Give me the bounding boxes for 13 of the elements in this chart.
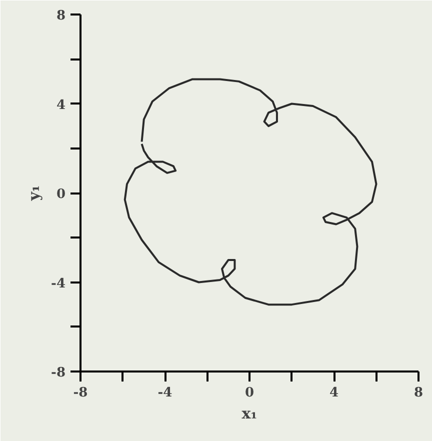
y-tick-label: -4 bbox=[51, 276, 66, 292]
y-axis-title: y₁ bbox=[25, 185, 44, 202]
x-tick-label: -8 bbox=[73, 386, 88, 400]
x-tick-label: -4 bbox=[158, 386, 172, 400]
x-tick-label: 8 bbox=[414, 386, 424, 400]
line-series bbox=[124, 78, 378, 306]
x-axis-title: x₁ bbox=[242, 404, 258, 422]
y-tick-label: 8 bbox=[56, 8, 66, 24]
y-tick-label: -8 bbox=[51, 366, 66, 380]
y-tick-label: 0 bbox=[56, 187, 66, 202]
x-tick-label: 0 bbox=[244, 386, 254, 400]
x-tick-label: 4 bbox=[329, 386, 339, 400]
y-tick-label: 4 bbox=[56, 98, 66, 113]
